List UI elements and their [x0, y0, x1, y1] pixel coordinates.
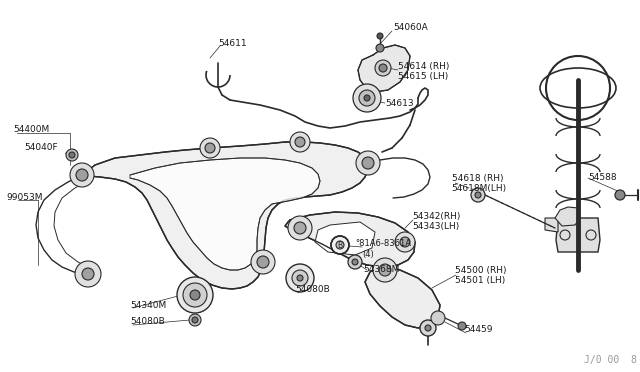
Circle shape — [292, 270, 308, 286]
Circle shape — [75, 261, 101, 287]
Polygon shape — [556, 218, 600, 252]
Circle shape — [356, 151, 380, 175]
Text: 54501 (LH): 54501 (LH) — [455, 276, 505, 285]
Circle shape — [190, 290, 200, 300]
Text: 54459: 54459 — [464, 326, 493, 334]
Text: 54588: 54588 — [588, 173, 616, 183]
Circle shape — [375, 60, 391, 76]
Circle shape — [288, 216, 312, 240]
Circle shape — [373, 258, 397, 282]
Text: 54340M: 54340M — [130, 301, 166, 310]
Circle shape — [257, 256, 269, 268]
Text: °81A6-8361A: °81A6-8361A — [355, 240, 411, 248]
Polygon shape — [130, 158, 320, 270]
Text: 54040F: 54040F — [24, 142, 58, 151]
Circle shape — [177, 277, 213, 313]
Text: 54368M: 54368M — [363, 266, 399, 275]
Circle shape — [66, 149, 78, 161]
Circle shape — [379, 64, 387, 72]
Text: 54613: 54613 — [385, 99, 413, 108]
Circle shape — [364, 95, 370, 101]
Text: 54400M: 54400M — [13, 125, 49, 135]
Polygon shape — [545, 218, 558, 232]
Text: 54342(RH): 54342(RH) — [412, 212, 460, 221]
Circle shape — [400, 237, 410, 247]
Polygon shape — [82, 142, 368, 289]
Text: 54615 (LH): 54615 (LH) — [398, 73, 448, 81]
Polygon shape — [365, 265, 440, 328]
Circle shape — [331, 236, 349, 254]
Circle shape — [192, 317, 198, 323]
Text: 54060A: 54060A — [393, 23, 428, 32]
Circle shape — [286, 264, 314, 292]
Circle shape — [290, 132, 310, 152]
Circle shape — [431, 311, 445, 325]
Circle shape — [458, 322, 466, 330]
Polygon shape — [315, 222, 375, 255]
Circle shape — [420, 320, 436, 336]
Circle shape — [183, 283, 207, 307]
Text: 54343(LH): 54343(LH) — [412, 222, 460, 231]
Circle shape — [425, 325, 431, 331]
Text: 54080B: 54080B — [130, 317, 164, 327]
Circle shape — [352, 259, 358, 265]
Circle shape — [362, 157, 374, 169]
Text: B: B — [337, 241, 342, 250]
Text: 54611: 54611 — [218, 38, 246, 48]
Circle shape — [615, 190, 625, 200]
Text: (4): (4) — [362, 250, 374, 260]
Text: J/0 00  8: J/0 00 8 — [584, 355, 636, 365]
Circle shape — [251, 250, 275, 274]
Polygon shape — [358, 45, 410, 92]
Text: 54618M(LH): 54618M(LH) — [451, 183, 506, 192]
Circle shape — [379, 264, 391, 276]
Circle shape — [475, 192, 481, 198]
Circle shape — [359, 90, 375, 106]
Circle shape — [297, 275, 303, 281]
Circle shape — [205, 143, 215, 153]
Circle shape — [376, 44, 384, 52]
Circle shape — [471, 188, 485, 202]
Circle shape — [353, 84, 381, 112]
Text: 99053M: 99053M — [6, 193, 42, 202]
Circle shape — [348, 255, 362, 269]
Circle shape — [294, 222, 306, 234]
Circle shape — [377, 33, 383, 39]
Circle shape — [336, 241, 344, 249]
Polygon shape — [285, 212, 415, 267]
Text: 54614 (RH): 54614 (RH) — [398, 62, 449, 71]
Text: 54500 (RH): 54500 (RH) — [455, 266, 506, 276]
Text: 54080B: 54080B — [295, 285, 330, 295]
Circle shape — [76, 169, 88, 181]
Circle shape — [69, 152, 75, 158]
Circle shape — [395, 232, 415, 252]
Circle shape — [70, 163, 94, 187]
Circle shape — [82, 268, 94, 280]
Circle shape — [200, 138, 220, 158]
Circle shape — [189, 314, 201, 326]
Circle shape — [295, 137, 305, 147]
Text: 54618 (RH): 54618 (RH) — [452, 173, 504, 183]
Polygon shape — [555, 207, 580, 226]
